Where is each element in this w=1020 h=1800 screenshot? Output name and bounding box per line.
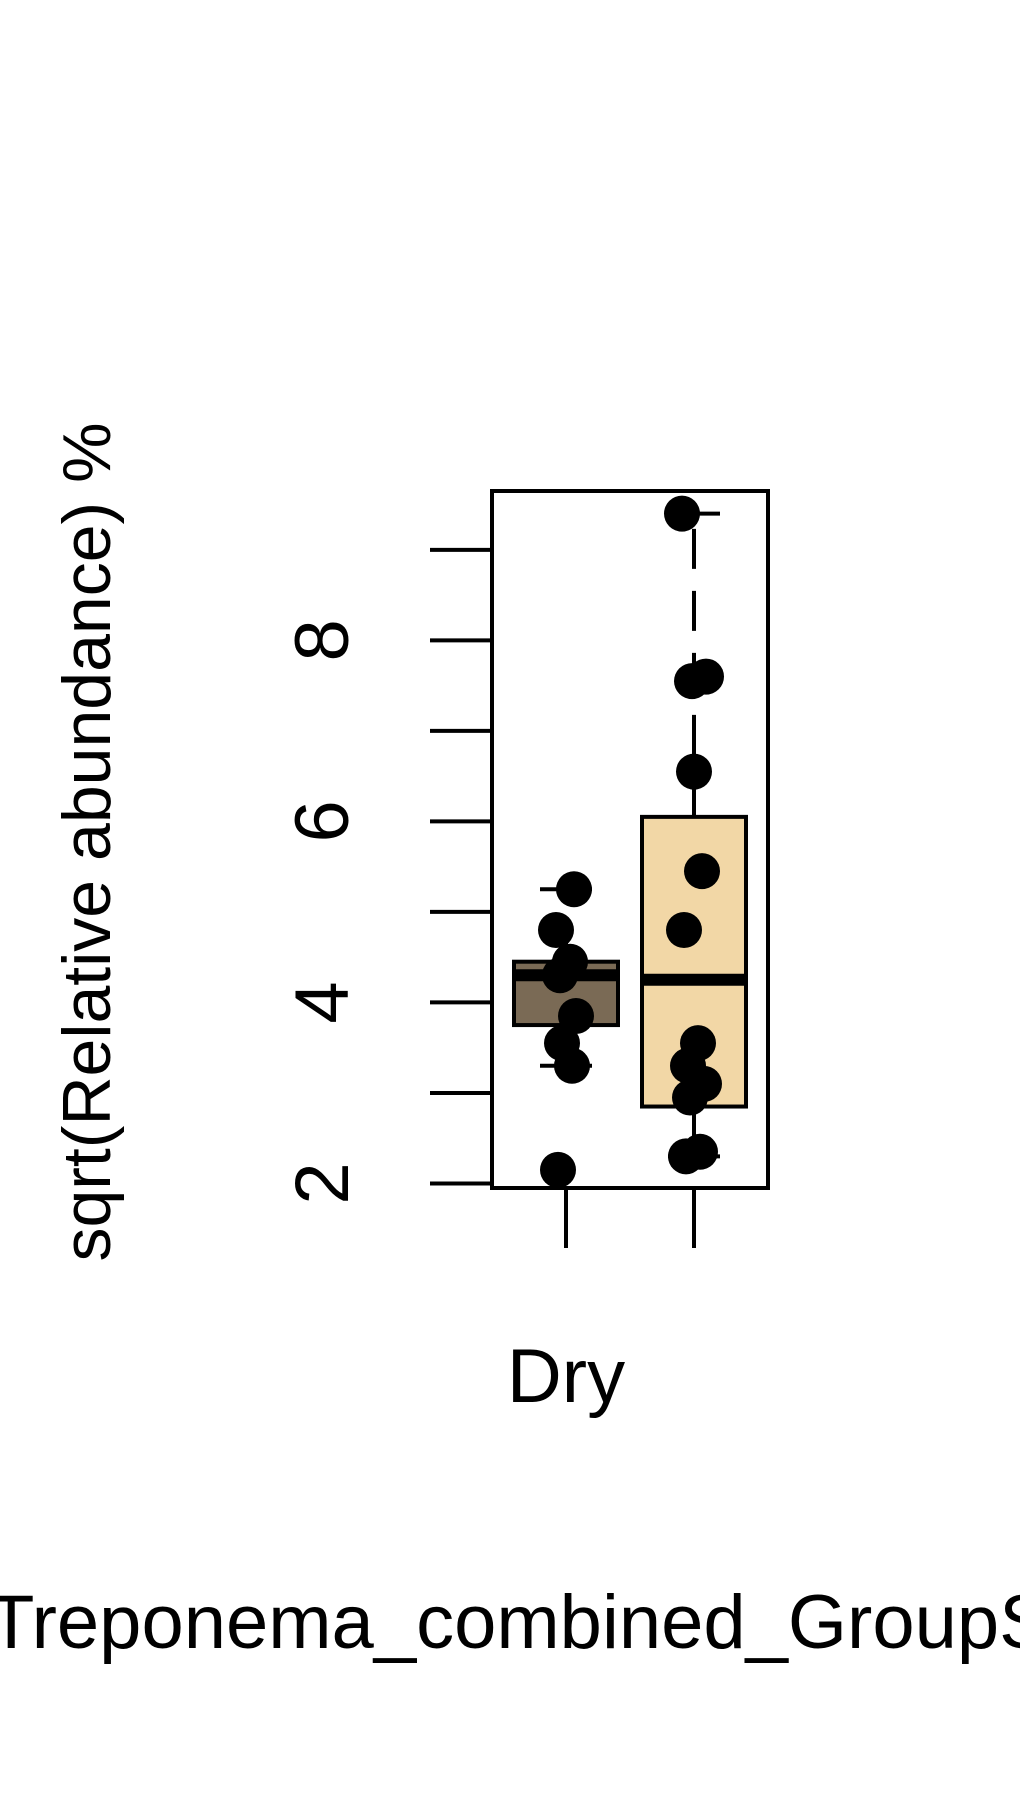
data-point (552, 943, 588, 980)
y-tick-label: 6 (280, 800, 365, 842)
data-point (680, 1025, 716, 1062)
y-tick-label: 2 (280, 1162, 365, 1204)
plot-frame (490, 489, 770, 1190)
data-point (682, 1133, 718, 1170)
y-axis-label: sqrt(Relative abundance) % (49, 422, 125, 1261)
data-points (538, 495, 724, 1188)
data-point (556, 871, 592, 908)
data-point (676, 753, 712, 790)
data-point (544, 1025, 580, 1062)
y-tick-label: 4 (280, 981, 365, 1023)
data-point (684, 853, 720, 890)
x-axis-label: Dry (507, 1334, 625, 1419)
data-point (666, 912, 702, 949)
data-point (664, 495, 700, 532)
bottom-label: Treponema_combined_GroupS (0, 1580, 1020, 1665)
y-axis: 2 4 6 8 (280, 547, 492, 1205)
boxplots (512, 511, 748, 1159)
x-axis (564, 1188, 696, 1248)
y-tick-label: 8 (280, 619, 365, 661)
data-point (558, 998, 594, 1035)
data-point (540, 1151, 576, 1188)
data-point (538, 912, 574, 949)
data-point (688, 658, 724, 695)
